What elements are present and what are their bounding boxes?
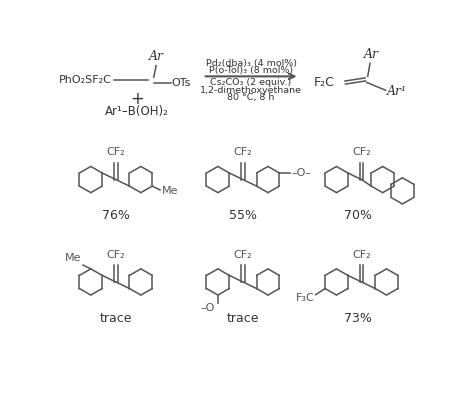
Text: 1,2-dimethoxyethane: 1,2-dimethoxyethane (200, 86, 302, 95)
Text: Me: Me (162, 186, 178, 196)
Text: F₂C: F₂C (313, 76, 334, 89)
Text: Ar: Ar (364, 48, 379, 61)
Text: OTs: OTs (172, 78, 191, 88)
Text: 80 °C, 8 h: 80 °C, 8 h (228, 93, 275, 103)
Text: 76%: 76% (102, 209, 130, 222)
Text: CF₂: CF₂ (234, 147, 252, 157)
Text: Cs₂CO₃ (2 equiv.): Cs₂CO₃ (2 equiv.) (210, 78, 292, 87)
Text: trace: trace (227, 312, 259, 325)
Text: P(o-Tol)₃ (8 mol%): P(o-Tol)₃ (8 mol%) (209, 67, 293, 75)
Text: Ar¹: Ar¹ (387, 85, 407, 98)
Text: Pd₂(dba)₃ (4 mol%): Pd₂(dba)₃ (4 mol%) (206, 59, 297, 68)
Text: CF₂: CF₂ (352, 250, 371, 260)
Text: CF₂: CF₂ (107, 250, 125, 260)
Text: F₃C: F₃C (295, 293, 314, 303)
Text: –O–: –O– (291, 168, 311, 178)
Text: CF₂: CF₂ (352, 147, 371, 157)
Text: 70%: 70% (344, 209, 372, 222)
Text: CF₂: CF₂ (234, 250, 252, 260)
Text: +: + (130, 90, 144, 108)
Text: trace: trace (100, 312, 132, 325)
Text: Me: Me (65, 253, 82, 263)
Text: CF₂: CF₂ (107, 147, 125, 157)
Text: 73%: 73% (344, 312, 372, 325)
Text: Ar¹–B(OH)₂: Ar¹–B(OH)₂ (105, 105, 169, 118)
Text: PhO₂SF₂C: PhO₂SF₂C (59, 75, 112, 85)
Text: Ar: Ar (149, 50, 164, 63)
Text: –O: –O (201, 303, 215, 313)
Text: 55%: 55% (229, 209, 257, 222)
